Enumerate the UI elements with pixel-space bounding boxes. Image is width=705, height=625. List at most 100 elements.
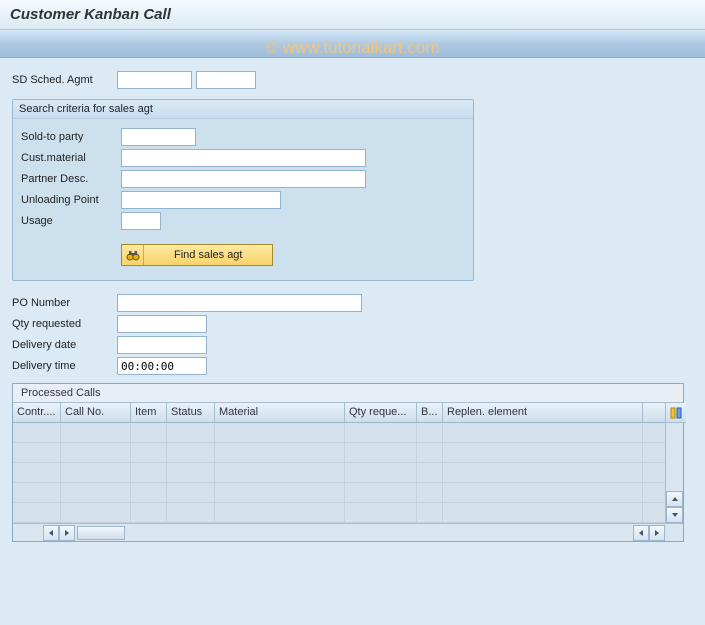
- table-header-cell[interactable]: Material: [215, 403, 345, 422]
- delivery-date-input[interactable]: [117, 336, 207, 354]
- table-cell[interactable]: [417, 483, 443, 502]
- table-cell[interactable]: [345, 443, 417, 462]
- table-cell[interactable]: [215, 443, 345, 462]
- po-number-input[interactable]: [117, 294, 362, 312]
- sd-sched-agmt-row: SD Sched. Agmt: [12, 71, 693, 89]
- table-cell[interactable]: [131, 503, 167, 522]
- hscroll-right-button-2[interactable]: [649, 525, 665, 541]
- table-header-cell[interactable]: Replen. element: [443, 403, 643, 422]
- table-cell[interactable]: [167, 483, 215, 502]
- table-cell[interactable]: [131, 443, 167, 462]
- table-cell[interactable]: [417, 463, 443, 482]
- hscroll-left-button-2[interactable]: [633, 525, 649, 541]
- table-cell[interactable]: [61, 423, 131, 442]
- processed-calls-table: Processed Calls Contr....Call No.ItemSta…: [12, 383, 684, 542]
- table-vertical-scrollbar[interactable]: [665, 403, 683, 523]
- delivery-time-label: Delivery time: [12, 360, 117, 372]
- find-sales-agt-label: Find sales agt: [144, 249, 272, 261]
- table-row[interactable]: [13, 503, 665, 523]
- table-config-icon[interactable]: [666, 403, 686, 423]
- content-area: SD Sched. Agmt Search criteria for sales…: [0, 58, 705, 548]
- usage-input[interactable]: [121, 212, 161, 230]
- delivery-time-input[interactable]: [117, 357, 207, 375]
- table-cell[interactable]: [61, 463, 131, 482]
- delivery-date-row: Delivery date: [12, 336, 693, 354]
- table-cell[interactable]: [13, 463, 61, 482]
- sold-to-party-label: Sold-to party: [21, 131, 121, 143]
- table-cell[interactable]: [443, 463, 643, 482]
- table-cell[interactable]: [345, 463, 417, 482]
- table-grid: Contr....Call No.ItemStatusMaterialQty r…: [13, 403, 665, 523]
- table-cell[interactable]: [215, 463, 345, 482]
- po-number-label: PO Number: [12, 297, 117, 309]
- qty-requested-input[interactable]: [117, 315, 207, 333]
- table-cell[interactable]: [215, 503, 345, 522]
- table-cell[interactable]: [61, 443, 131, 462]
- table-cell[interactable]: [417, 423, 443, 442]
- table-cell[interactable]: [167, 443, 215, 462]
- table-cell[interactable]: [443, 423, 643, 442]
- table-cell[interactable]: [417, 443, 443, 462]
- vscroll-track[interactable]: [666, 423, 683, 491]
- table-header-cell[interactable]: Status: [167, 403, 215, 422]
- table-cell[interactable]: [345, 483, 417, 502]
- table-cell[interactable]: [215, 483, 345, 502]
- cust-material-input[interactable]: [121, 149, 366, 167]
- find-sales-agt-button[interactable]: Find sales agt: [121, 244, 273, 266]
- vscroll-up-button[interactable]: [666, 491, 683, 507]
- table-cell[interactable]: [167, 423, 215, 442]
- table-cell[interactable]: [61, 503, 131, 522]
- binoculars-icon: [122, 245, 144, 265]
- table-cell[interactable]: [167, 463, 215, 482]
- qty-requested-label: Qty requested: [12, 318, 117, 330]
- table-cell[interactable]: [345, 423, 417, 442]
- sd-sched-agmt-label: SD Sched. Agmt: [12, 74, 117, 86]
- table-cell[interactable]: [13, 423, 61, 442]
- table-cell[interactable]: [131, 483, 167, 502]
- partner-desc-row: Partner Desc.: [21, 170, 465, 188]
- table-cell[interactable]: [443, 483, 643, 502]
- cust-material-row: Cust.material: [21, 149, 465, 167]
- table-cell[interactable]: [443, 503, 643, 522]
- table-row[interactable]: [13, 423, 665, 443]
- table-row[interactable]: [13, 443, 665, 463]
- table-cell[interactable]: [443, 443, 643, 462]
- unloading-point-input[interactable]: [121, 191, 281, 209]
- table-header-cell[interactable]: Call No.: [61, 403, 131, 422]
- hscroll-right-button[interactable]: [59, 525, 75, 541]
- table-header-cell[interactable]: B...: [417, 403, 443, 422]
- table-cell[interactable]: [345, 503, 417, 522]
- table-header-cell[interactable]: Contr....: [13, 403, 61, 422]
- hscroll-left-button[interactable]: [43, 525, 59, 541]
- window-title: Customer Kanban Call: [0, 0, 705, 30]
- table-cell[interactable]: [13, 503, 61, 522]
- table-header-cell[interactable]: Item: [131, 403, 167, 422]
- table-horizontal-scrollbar[interactable]: [13, 523, 683, 541]
- usage-row: Usage: [21, 212, 465, 230]
- table-cell[interactable]: [131, 423, 167, 442]
- vscroll-down-button[interactable]: [666, 507, 683, 523]
- toolbar-stripe: [0, 30, 705, 58]
- table-cell[interactable]: [13, 483, 61, 502]
- table-row[interactable]: [13, 483, 665, 503]
- sd-sched-agmt-input-1[interactable]: [117, 71, 192, 89]
- sold-to-party-input[interactable]: [121, 128, 196, 146]
- table-cell[interactable]: [13, 443, 61, 462]
- table-cell[interactable]: [61, 483, 131, 502]
- table-cell[interactable]: [167, 503, 215, 522]
- partner-desc-input[interactable]: [121, 170, 366, 188]
- table-cell[interactable]: [215, 423, 345, 442]
- sold-to-party-row: Sold-to party: [21, 128, 465, 146]
- hscroll-thumb[interactable]: [77, 526, 125, 540]
- table-cell[interactable]: [417, 503, 443, 522]
- sd-sched-agmt-input-2[interactable]: [196, 71, 256, 89]
- po-number-row: PO Number: [12, 294, 693, 312]
- unloading-point-label: Unloading Point: [21, 194, 121, 206]
- partner-desc-label: Partner Desc.: [21, 173, 121, 185]
- unloading-point-row: Unloading Point: [21, 191, 465, 209]
- search-criteria-title: Search criteria for sales agt: [13, 100, 473, 119]
- table-header-cell[interactable]: Qty reque...: [345, 403, 417, 422]
- table-header-row: Contr....Call No.ItemStatusMaterialQty r…: [13, 403, 665, 423]
- table-row[interactable]: [13, 463, 665, 483]
- table-cell[interactable]: [131, 463, 167, 482]
